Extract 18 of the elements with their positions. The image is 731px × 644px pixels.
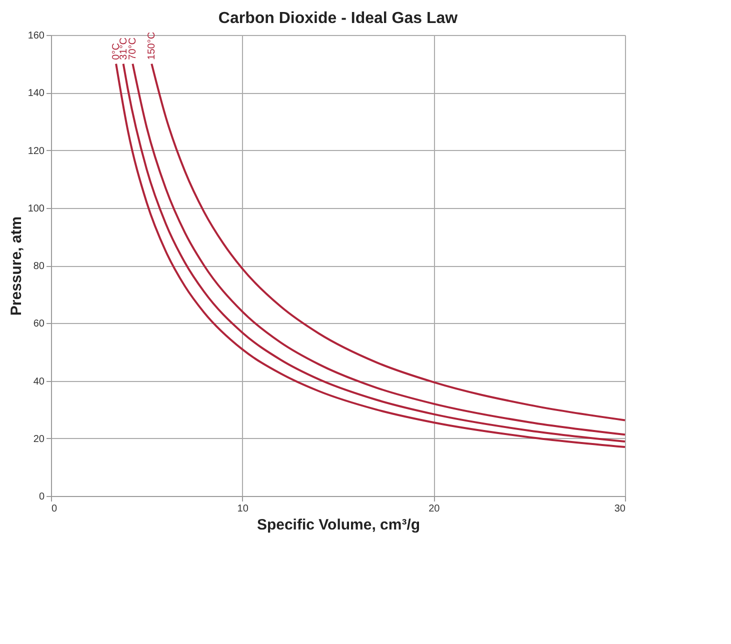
y-tick-label: 60 [33, 318, 45, 330]
x-tick-label: 10 [237, 504, 249, 514]
y-tick-label: 20 [33, 434, 45, 445]
text: 150°C [146, 32, 158, 60]
x-tick-label: 30 [614, 504, 626, 514]
x-tick-label: 0 [52, 504, 58, 514]
text: 70°C [128, 37, 139, 60]
y-tick-label: 160 [28, 30, 45, 42]
y-tick-label: 0 [38, 492, 45, 502]
y-tick-label: 80 [33, 261, 45, 272]
y-tick-label: 40 [33, 376, 45, 388]
chart-title: Carbon Dioxide - Ideal Gas Law [218, 10, 458, 27]
y-axis-title: Pressure, atm [8, 216, 25, 316]
x-axis-title: Specific Volume, cm³/g [256, 516, 420, 534]
x-tick-label: 20 [428, 504, 440, 514]
y-tick-label: 120 [28, 146, 45, 157]
y-tick-label: 100 [28, 203, 45, 214]
y-tick-label: 140 [28, 88, 45, 100]
